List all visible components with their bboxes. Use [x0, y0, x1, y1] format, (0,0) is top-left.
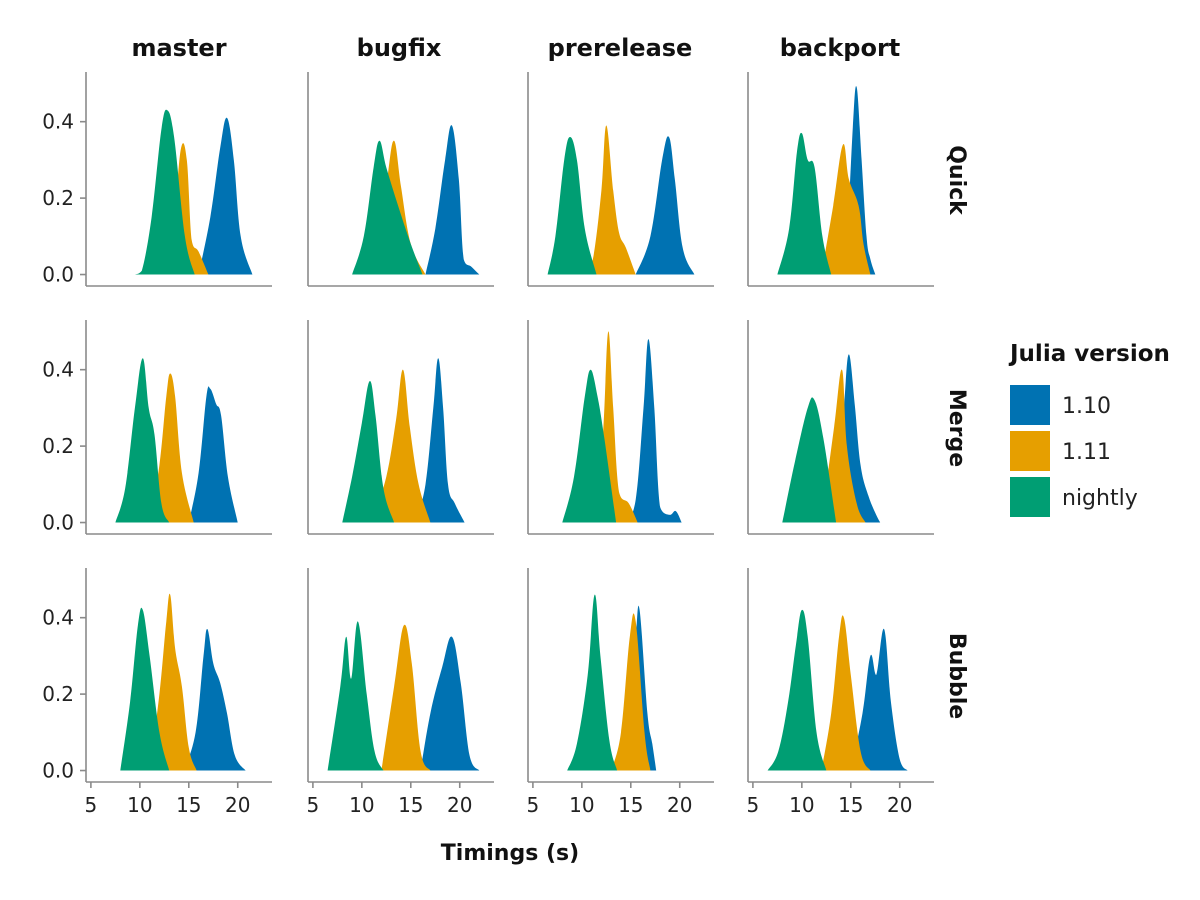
panel-master-quick: 0.0 0.2 0.4 — [42, 72, 272, 287]
x-tick-label: 5 — [747, 793, 760, 817]
density-nightly-backport-bubble — [767, 609, 827, 771]
y-tick-label: 0.2 — [42, 434, 74, 458]
density-nightly-bugfix-quick — [352, 140, 423, 275]
density-nightly-bugfix-merge — [342, 381, 395, 523]
density-nightly-prerelease-quick — [547, 137, 597, 275]
x-tick-label: 15 — [398, 793, 423, 817]
density-1-10-master-quick — [198, 117, 253, 275]
panel-bugfix-merge — [307, 320, 494, 535]
legend-swatch-1-10 — [1010, 385, 1050, 425]
density-1-11-master-bubble — [149, 593, 197, 771]
row-title-bubble: Bubble — [944, 633, 969, 719]
panel-bugfix-bubble: 5 10 15 20 — [307, 568, 494, 817]
y-tick-label: 0.4 — [42, 110, 74, 134]
x-tick-label: 10 — [349, 793, 374, 817]
panel-backport-bubble: 5 10 15 20 — [747, 568, 934, 817]
x-tick-label: 20 — [447, 793, 472, 817]
legend-swatch-1-11 — [1010, 431, 1050, 471]
column-title-backport: backport — [780, 34, 901, 62]
x-tick-label: 5 — [307, 793, 320, 817]
x-tick-label: 20 — [887, 793, 912, 817]
density-nightly-master-merge — [115, 358, 170, 523]
panel-backport-merge — [747, 320, 934, 535]
x-tick-label: 15 — [838, 793, 863, 817]
x-tick-label: 15 — [618, 793, 643, 817]
panel-master-merge: 0.0 0.2 0.4 — [42, 320, 272, 535]
density-nightly-backport-quick — [777, 132, 832, 275]
column-title-bugfix: bugfix — [357, 34, 442, 62]
density-1-11-backport-merge — [821, 369, 866, 523]
density-1-11-backport-bubble — [821, 615, 871, 771]
legend-title: Julia version — [1008, 341, 1170, 367]
legend-swatch-nightly — [1010, 477, 1050, 517]
x-tick-label: 5 — [527, 793, 540, 817]
y-tick-label: 0.0 — [42, 263, 74, 287]
x-tick-label: 15 — [176, 793, 201, 817]
density-1-11-backport-quick — [821, 144, 871, 275]
row-title-merge: Merge — [944, 389, 969, 467]
panel-prerelease-quick — [527, 72, 714, 287]
y-tick-label: 0.4 — [42, 606, 74, 630]
legend: Julia version 1.10 1.11 nightly — [1008, 341, 1170, 517]
panel-master-bubble: 0.0 0.2 0.4 5 10 15 20 — [42, 568, 272, 817]
density-1-10-master-bubble — [183, 628, 246, 771]
density-nightly-prerelease-bubble — [567, 594, 618, 771]
x-tick-label: 20 — [225, 793, 250, 817]
density-1-11-bugfix-merge — [371, 369, 431, 523]
density-1-10-bugfix-merge — [415, 358, 465, 523]
y-tick-label: 0.2 — [42, 682, 74, 706]
panel-backport-quick — [747, 72, 934, 287]
panel-prerelease-merge — [527, 320, 714, 535]
row-title-quick: Quick — [944, 145, 969, 216]
y-tick-label: 0.0 — [42, 511, 74, 535]
density-1-10-bugfix-bubble — [420, 636, 480, 771]
x-axis-title: Timings (s) — [441, 841, 579, 866]
column-title-master: master — [131, 34, 226, 62]
x-tick-label: 10 — [127, 793, 152, 817]
legend-label-nightly: nightly — [1062, 486, 1138, 511]
density-1-11-prerelease-quick — [586, 125, 636, 275]
legend-label-1-10: 1.10 — [1062, 394, 1111, 419]
density-1-11-prerelease-bubble — [611, 613, 651, 771]
density-1-10-backport-bubble — [850, 628, 908, 771]
density-1-10-bugfix-quick — [425, 125, 480, 275]
facet-panels: 0.0 0.2 0.4 0.0 0.2 0.4 0.0 0.2 0.4 5 10 15 20 5 10 15 2… — [42, 72, 934, 817]
density-1-11-master-merge — [149, 373, 194, 523]
y-tick-label: 0.0 — [42, 759, 74, 783]
density-1-11-bugfix-bubble — [381, 624, 431, 771]
legend-label-1-11: 1.11 — [1062, 440, 1111, 465]
density-nightly-backport-merge — [782, 397, 837, 523]
y-tick-label: 0.4 — [42, 358, 74, 382]
panel-bugfix-quick — [307, 72, 494, 287]
panel-prerelease-bubble: 5 10 15 20 — [527, 568, 714, 817]
density-nightly-master-bubble — [120, 607, 170, 771]
x-tick-label: 10 — [569, 793, 594, 817]
row-titles: Quick Merge Bubble — [944, 145, 969, 719]
density-nightly-prerelease-merge — [562, 369, 617, 523]
density-nightly-master-quick — [134, 109, 195, 275]
density-1-10-master-merge — [188, 386, 238, 523]
column-title-prerelease: prerelease — [548, 34, 693, 62]
density-nightly-bugfix-bubble — [327, 621, 384, 771]
density-1-10-prerelease-merge — [625, 339, 682, 523]
x-tick-label: 20 — [667, 793, 692, 817]
column-titles: master bugfix prerelease backport — [131, 34, 900, 62]
density-1-10-prerelease-quick — [635, 136, 695, 275]
y-tick-label: 0.2 — [42, 186, 74, 210]
x-tick-label: 10 — [789, 793, 814, 817]
x-tick-label: 5 — [85, 793, 98, 817]
